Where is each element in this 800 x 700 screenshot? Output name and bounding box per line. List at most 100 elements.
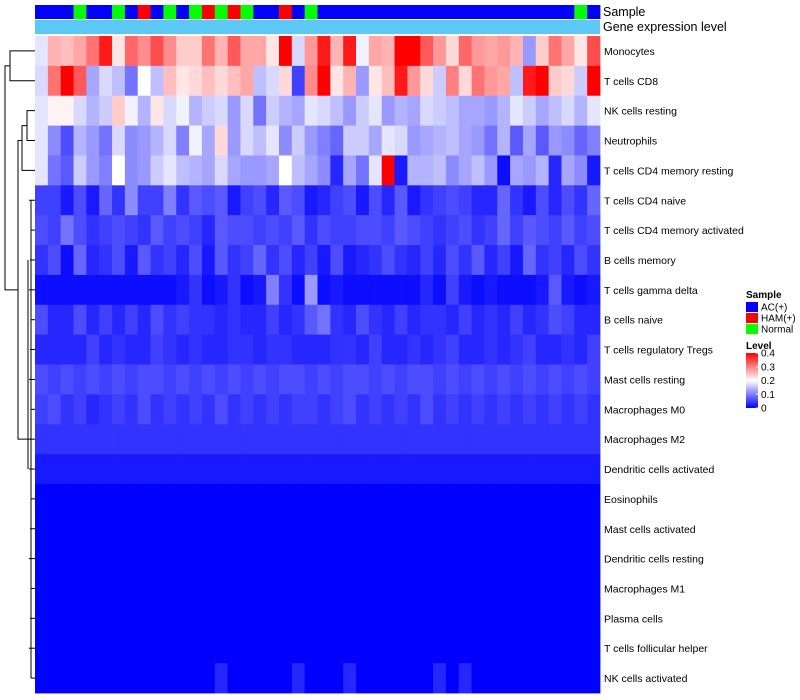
sample-legend-title: Sample — [746, 290, 782, 301]
sample-annotation-cell — [112, 5, 126, 19]
heatmap-cell — [548, 215, 562, 246]
heatmap-cell — [471, 125, 485, 156]
heatmap-cell — [73, 633, 87, 664]
heatmap-cell — [73, 543, 87, 574]
heatmap-cell — [471, 394, 485, 425]
heatmap-cell — [124, 513, 139, 545]
heatmap-cell — [548, 573, 562, 604]
heatmap-cell — [561, 185, 575, 216]
row-label: T cells CD4 memory activated — [604, 225, 744, 237]
heatmap-cell — [47, 573, 62, 604]
heatmap-cell — [47, 483, 62, 515]
heatmap-cell — [407, 633, 421, 664]
heatmap-cell — [510, 125, 524, 156]
heatmap-cell — [433, 36, 447, 67]
sample-annotation-cell — [420, 5, 434, 19]
heatmap-cell — [266, 65, 280, 97]
heatmap-cell — [356, 245, 370, 276]
heatmap-cell — [522, 274, 537, 306]
heatmap-cell — [201, 95, 216, 126]
heatmap-cell — [227, 394, 241, 425]
heatmap-cell — [381, 36, 395, 67]
heatmap-cell — [381, 95, 395, 126]
heatmap-cell — [304, 274, 318, 306]
heatmap-cell — [535, 185, 550, 216]
heatmap-cell — [420, 245, 434, 276]
heatmap-cell — [445, 364, 460, 395]
heatmap-cell — [574, 543, 588, 574]
heatmap-cell — [497, 215, 511, 246]
heatmap-cell — [214, 483, 229, 515]
sample-annotation-cell — [356, 5, 370, 19]
heatmap-cell — [124, 334, 139, 365]
sample-legend-items: AC(+)HAM(+)Normal — [746, 302, 796, 336]
heatmap-cell — [458, 603, 472, 634]
heatmap-cell — [253, 155, 267, 186]
heatmap-cell — [124, 245, 139, 276]
heatmap-cell — [330, 424, 344, 455]
heatmap-cell — [484, 424, 498, 455]
heatmap-cell — [214, 454, 229, 485]
heatmap-cell — [381, 304, 395, 336]
heatmap-cell — [240, 95, 254, 126]
heatmap-cell — [368, 125, 383, 156]
heatmap-cell — [112, 483, 126, 515]
heatmap-cell — [227, 125, 241, 156]
heatmap-cell — [407, 245, 421, 276]
heatmap-cell — [561, 95, 575, 126]
heatmap-cell — [381, 573, 395, 604]
heatmap-cell — [394, 543, 408, 574]
heatmap-cell — [112, 95, 126, 126]
heatmap-cell — [330, 274, 344, 306]
level-legend-title: Level — [746, 341, 772, 352]
heatmap-cell — [137, 364, 151, 395]
heatmap-cell — [394, 125, 408, 156]
heatmap-cell — [510, 36, 524, 67]
heatmap-cell — [176, 95, 190, 126]
heatmap-cell — [356, 274, 370, 306]
heatmap-cell — [176, 573, 190, 604]
heatmap-cell — [189, 245, 203, 276]
heatmap-cell — [368, 245, 383, 276]
heatmap-cell — [86, 573, 100, 604]
heatmap-cell — [60, 513, 74, 545]
heatmap-cell — [86, 663, 100, 694]
heatmap-cell — [407, 394, 421, 425]
heatmap-cell — [227, 304, 241, 336]
heatmap-cell — [278, 633, 293, 664]
heatmap-cell — [86, 245, 100, 276]
heatmap-cell — [99, 633, 113, 664]
heatmap-cell — [458, 334, 472, 365]
heatmap-cell — [60, 245, 74, 276]
heatmap-cell — [381, 663, 395, 694]
heatmap-cell — [445, 334, 460, 365]
heatmap-cell — [99, 394, 113, 425]
heatmap-cell — [150, 65, 164, 97]
heatmap-cell — [304, 36, 318, 67]
heatmap-cell — [176, 215, 190, 246]
heatmap-cell — [137, 245, 151, 276]
heatmap-cell — [587, 274, 601, 306]
heatmap-cell — [291, 95, 306, 126]
heatmap-cell — [201, 394, 216, 425]
heatmap-cell — [124, 663, 139, 694]
heatmap-cell — [484, 513, 498, 545]
sample-annotation-cell — [86, 5, 100, 19]
heatmap-cell — [381, 245, 395, 276]
heatmap-cell — [574, 304, 588, 336]
heatmap-cell — [304, 663, 318, 694]
heatmap-cell — [445, 95, 460, 126]
sample-annotation-cell — [240, 5, 254, 19]
heatmap-cell — [535, 454, 550, 485]
heatmap-cell — [420, 573, 434, 604]
heatmap-cell — [240, 36, 254, 67]
heatmap-cell — [407, 424, 421, 455]
heatmap-cell — [471, 573, 485, 604]
row-label: Mast cells activated — [604, 524, 696, 536]
heatmap-cell — [240, 125, 254, 156]
heatmap-cell — [291, 633, 306, 664]
heatmap-cell — [253, 334, 267, 365]
heatmap-cell — [458, 185, 472, 216]
row-label: Dendritic cells resting — [604, 554, 704, 566]
